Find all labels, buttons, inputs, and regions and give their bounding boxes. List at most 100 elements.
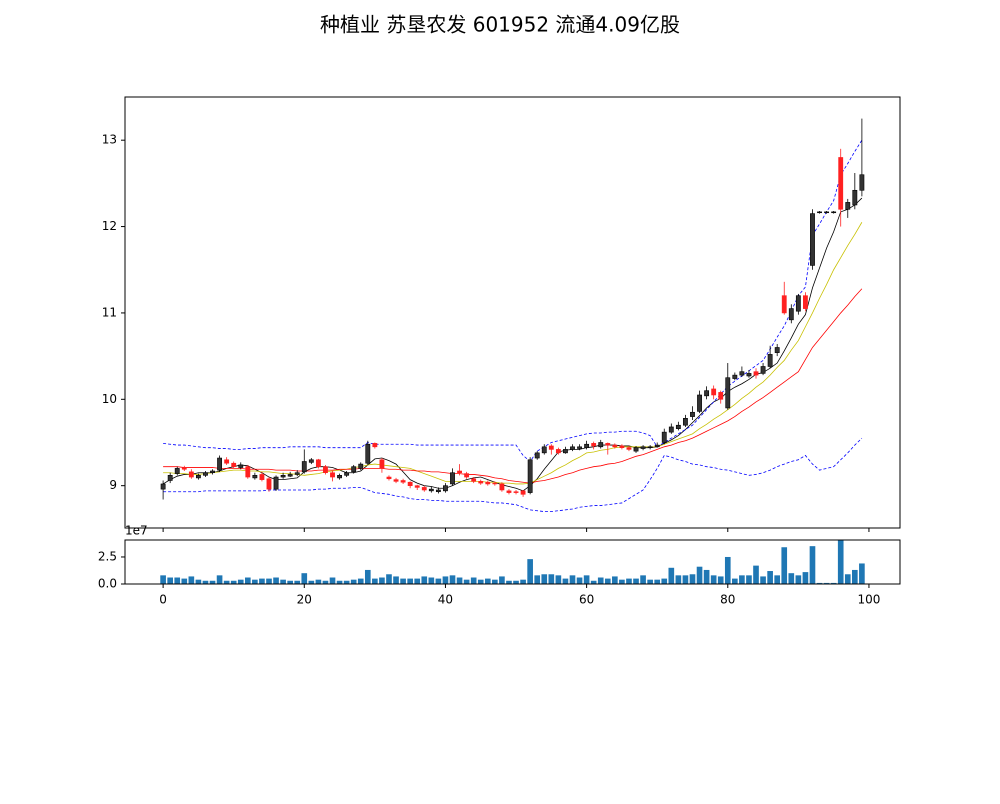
volume-bar	[689, 574, 696, 584]
indicator-line	[162, 197, 863, 492]
candle-body	[471, 478, 477, 482]
volume-bar	[612, 576, 618, 584]
candle-body	[746, 373, 752, 377]
volume-bar	[287, 580, 293, 584]
candle-body	[788, 308, 794, 321]
volume-bar	[774, 575, 781, 584]
candle-body	[810, 213, 815, 266]
volume-bar	[400, 578, 406, 584]
volume-bar	[809, 546, 816, 584]
indicator-line	[163, 437, 863, 512]
candle-body	[831, 211, 837, 214]
volume-bar	[442, 576, 449, 584]
volume-bar	[696, 566, 703, 584]
x-tick-label: 0	[159, 593, 167, 607]
candle-body	[824, 211, 830, 214]
candle-body	[195, 475, 201, 479]
volume-bar	[414, 578, 421, 584]
volume-bar	[357, 578, 364, 584]
candle-body	[330, 472, 335, 478]
volume-bar	[823, 582, 830, 584]
volume-bar	[294, 580, 301, 584]
volume-bar	[449, 575, 456, 584]
volume-bar	[548, 574, 555, 584]
volume-bar	[633, 578, 639, 584]
volume-bar	[859, 563, 865, 584]
candle-body	[407, 481, 413, 486]
candle-body	[287, 474, 293, 477]
candle-body	[781, 295, 787, 314]
candle-body	[323, 466, 328, 474]
candle-body	[612, 444, 618, 448]
candle-body	[400, 480, 406, 483]
volume-bar	[640, 575, 646, 584]
volume-bar	[237, 579, 244, 584]
candle-body	[598, 442, 604, 448]
volume-bar	[259, 578, 265, 584]
volume-bar	[816, 582, 823, 584]
volume-bar	[216, 575, 223, 584]
volume-bar	[520, 579, 526, 584]
candle-body	[690, 411, 695, 417]
volume-bar	[322, 580, 329, 584]
candle-body	[640, 446, 646, 449]
candle-body	[217, 457, 222, 471]
candle-body	[725, 377, 731, 409]
volume-bar	[308, 580, 315, 584]
volume-bar	[837, 539, 844, 584]
volume-bar	[386, 574, 392, 584]
volume-bar	[393, 576, 399, 584]
volume-bar	[181, 578, 188, 584]
candle-body	[301, 461, 307, 473]
volume-bar	[675, 575, 682, 584]
candle-body	[160, 483, 166, 490]
volume-bar	[527, 559, 533, 584]
volume-bar	[682, 575, 689, 584]
candle-body	[224, 459, 230, 464]
candle-body	[527, 459, 533, 493]
candle-body	[577, 446, 582, 449]
x-tick-label: 100	[857, 593, 880, 607]
volume-bar	[252, 579, 258, 584]
candle-body	[308, 459, 314, 463]
candle-body	[753, 371, 759, 376]
candle-body	[315, 459, 321, 467]
candle-body	[838, 157, 844, 210]
candle-body	[435, 489, 441, 493]
candle-body	[584, 443, 590, 448]
volume-bar	[830, 582, 837, 584]
candle-body	[845, 202, 851, 210]
candle-body	[428, 488, 434, 492]
volume-bar	[266, 578, 272, 584]
volume-bar	[202, 580, 209, 584]
candle-body	[188, 471, 194, 478]
candle-body	[231, 462, 237, 467]
volume-bar	[852, 569, 858, 584]
y-tick-label: 12	[102, 219, 117, 233]
candle-body	[499, 483, 505, 491]
volume-bar	[456, 577, 463, 584]
volume-bar	[534, 575, 541, 584]
volume-bar	[590, 580, 597, 584]
indicator-line	[163, 288, 863, 484]
candle-body	[704, 390, 710, 397]
candle-body	[464, 473, 470, 478]
volume-bar	[499, 576, 505, 584]
volume-bar	[788, 573, 795, 584]
volume-bar	[428, 577, 435, 584]
volume-bar	[336, 580, 343, 584]
candle-body	[774, 347, 780, 353]
volume-bar	[470, 577, 477, 584]
candle-body	[273, 476, 279, 490]
volume-bar	[562, 578, 569, 584]
candle-body	[203, 472, 208, 476]
candle-body	[626, 447, 632, 450]
candle-body	[174, 468, 180, 474]
candle-body	[795, 295, 801, 312]
y-tick-label: 10	[102, 392, 117, 406]
candle-body	[803, 295, 808, 309]
volume-bar	[604, 578, 611, 584]
candle-body	[711, 388, 717, 396]
candle-body	[697, 394, 702, 412]
